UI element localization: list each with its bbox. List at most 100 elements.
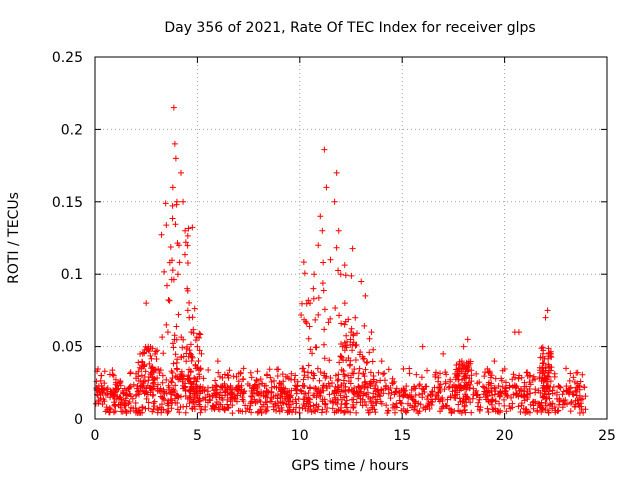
- data-point: [392, 403, 399, 410]
- data-point: [240, 398, 247, 405]
- data-point: [182, 392, 189, 399]
- data-point: [280, 378, 287, 385]
- data-point: [476, 396, 483, 403]
- data-point: [335, 376, 342, 383]
- data-point: [398, 407, 405, 414]
- data-point: [530, 398, 537, 405]
- data-point: [311, 392, 318, 399]
- data-point: [164, 329, 171, 336]
- data-point: [172, 351, 179, 358]
- data-point: [164, 409, 171, 416]
- data-point: [382, 383, 389, 390]
- data-point: [435, 389, 442, 396]
- data-point: [214, 358, 221, 365]
- data-point: [548, 354, 555, 361]
- data-point: [336, 312, 343, 319]
- data-point: [342, 383, 349, 390]
- data-point: [501, 402, 508, 409]
- data-point: [320, 259, 327, 266]
- data-point: [194, 375, 201, 382]
- data-point: [485, 397, 492, 404]
- data-point: [523, 383, 530, 390]
- data-point: [106, 409, 113, 416]
- data-point: [215, 369, 222, 376]
- data-point: [537, 389, 544, 396]
- data-point: [186, 314, 193, 321]
- data-point: [542, 314, 549, 321]
- data-point: [181, 251, 188, 258]
- data-point: [196, 347, 203, 354]
- data-point: [338, 354, 345, 361]
- data-point: [173, 359, 180, 366]
- data-point: [175, 242, 182, 249]
- data-point: [546, 363, 553, 370]
- data-point: [293, 386, 300, 393]
- data-point: [170, 104, 177, 111]
- data-point: [446, 405, 453, 412]
- data-point: [258, 388, 265, 395]
- data-point: [381, 370, 388, 377]
- data-point: [130, 381, 137, 388]
- data-point: [460, 361, 467, 368]
- data-point: [310, 295, 317, 302]
- data-point: [513, 390, 520, 397]
- data-point: [324, 404, 331, 411]
- data-point: [534, 408, 541, 415]
- data-point: [299, 405, 306, 412]
- data-point: [172, 155, 179, 162]
- data-point: [305, 335, 312, 342]
- data-point: [370, 346, 377, 353]
- data-point: [335, 227, 342, 234]
- data-point: [142, 368, 149, 375]
- data-point: [539, 370, 546, 377]
- data-point: [576, 383, 583, 390]
- data-point: [321, 355, 328, 362]
- data-point: [271, 383, 278, 390]
- data-point: [284, 391, 291, 398]
- x-axis-label: GPS time / hours: [291, 458, 408, 474]
- data-point: [577, 400, 584, 407]
- data-point: [305, 395, 312, 402]
- data-point: [167, 243, 174, 250]
- data-point: [412, 392, 419, 399]
- data-point: [491, 358, 498, 365]
- data-point: [518, 400, 525, 407]
- data-point: [135, 368, 142, 375]
- data-point: [371, 406, 378, 413]
- data-point: [375, 369, 382, 376]
- data-point: [110, 392, 117, 399]
- data-point: [140, 363, 147, 370]
- data-point: [312, 408, 319, 415]
- data-point: [97, 377, 104, 384]
- data-point: [301, 368, 308, 375]
- data-point: [235, 370, 242, 377]
- y-tick-label: 0.25: [52, 50, 83, 66]
- data-point: [159, 334, 166, 341]
- data-point: [439, 394, 446, 401]
- data-point: [302, 405, 309, 412]
- data-point: [337, 271, 344, 278]
- data-point: [415, 400, 422, 407]
- data-point: [172, 382, 179, 389]
- data-point: [406, 365, 413, 372]
- data-point: [372, 409, 379, 416]
- data-point: [345, 354, 352, 361]
- data-point: [158, 231, 165, 238]
- data-point: [372, 399, 379, 406]
- data-point: [126, 390, 133, 397]
- data-point: [225, 404, 232, 411]
- data-point: [224, 404, 231, 411]
- data-point: [409, 404, 416, 411]
- data-point: [338, 353, 345, 360]
- data-point: [301, 270, 308, 277]
- data-point: [135, 359, 142, 366]
- data-point: [372, 393, 379, 400]
- data-point: [378, 358, 385, 365]
- data-point: [544, 307, 551, 314]
- data-point: [195, 357, 202, 364]
- data-point: [545, 409, 552, 416]
- data-point: [217, 389, 224, 396]
- data-point: [341, 401, 348, 408]
- data-point: [498, 377, 505, 384]
- data-point: [341, 339, 348, 346]
